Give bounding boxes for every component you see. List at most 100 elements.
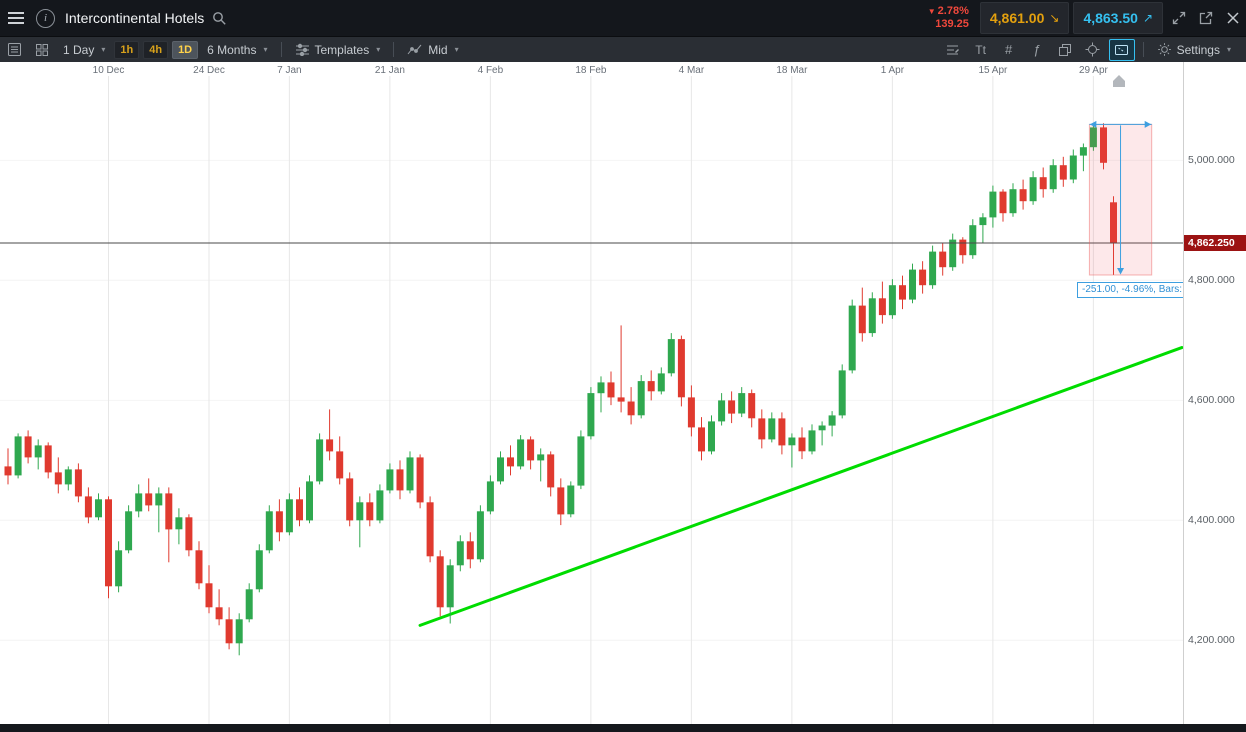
chevron-down-icon: ▾ — [1226, 45, 1231, 54]
text-tool-button[interactable]: Tt — [969, 40, 993, 60]
svg-text:4 Feb: 4 Feb — [478, 65, 504, 76]
candle — [135, 484, 143, 518]
crosshair-button[interactable] — [1081, 40, 1105, 60]
candle — [687, 385, 695, 437]
toolbar-separator — [1142, 42, 1144, 57]
sell-price: 4,861.00 — [989, 10, 1045, 26]
sliders-icon — [295, 43, 309, 56]
price-type-dropdown[interactable]: Mid ▾ — [400, 38, 465, 62]
current-price-tag: 4,862.250 — [1184, 235, 1246, 251]
candle — [547, 451, 555, 497]
top-bar: i Intercontinental Hotels ▼ 2.78% 139.25 … — [0, 0, 1246, 36]
candle — [105, 496, 112, 599]
candle — [426, 496, 434, 563]
candle — [145, 478, 153, 512]
candle — [1059, 156, 1067, 187]
timeframe-1h-button[interactable]: 1h — [114, 40, 140, 59]
candle — [326, 409, 334, 461]
candle — [245, 583, 253, 623]
timeframe-4h-button[interactable]: 4h — [143, 40, 169, 59]
price-axis-label: 4,800.000 — [1188, 274, 1235, 286]
drawing-tools-icon — [947, 45, 960, 54]
popout-button[interactable] — [1192, 0, 1219, 36]
drawing-tools-button[interactable] — [941, 40, 965, 60]
sell-price-button[interactable]: 4,861.00 ↘ — [979, 2, 1070, 34]
candle — [125, 505, 133, 554]
candle — [265, 505, 273, 554]
instrument-title: Intercontinental Hotels — [65, 10, 205, 26]
price-axis-label: 4,200.000 — [1188, 634, 1235, 646]
buy-price-button[interactable]: 4,863.50 ↗ — [1073, 2, 1163, 34]
candle — [436, 550, 444, 617]
measure-tool-button[interactable] — [1108, 38, 1135, 61]
info-icon[interactable]: i — [36, 8, 55, 28]
candle — [748, 389, 756, 428]
candle — [215, 589, 223, 626]
gear-icon — [1157, 43, 1171, 56]
candle — [657, 367, 665, 395]
text-tool-icon: Tt — [975, 42, 986, 57]
candle — [376, 484, 384, 524]
expand-button[interactable] — [1165, 0, 1192, 36]
candle — [486, 475, 494, 515]
compare-button[interactable] — [1053, 40, 1077, 60]
indicators-button[interactable]: ƒ — [1025, 40, 1049, 60]
candle — [667, 333, 675, 377]
close-button[interactable] — [1219, 0, 1246, 36]
line-chart-icon — [407, 44, 422, 55]
timeframe-1d-button[interactable]: 1D — [172, 40, 199, 59]
candle — [235, 613, 243, 656]
candle — [115, 541, 123, 593]
candle — [4, 448, 12, 485]
chart-list-button[interactable] — [2, 40, 26, 60]
chart-area[interactable]: 10 Dec 24 Dec 7 Jan 21 Jan 4 Feb 18 Feb 4 Mar 1… — [0, 62, 1183, 724]
candle — [54, 457, 62, 494]
candle — [989, 185, 997, 228]
popout-icon — [1199, 11, 1212, 25]
candle — [617, 325, 625, 413]
candle — [225, 607, 233, 650]
price-axis-label: 4,400.000 — [1188, 514, 1235, 526]
candle — [768, 412, 776, 443]
candle — [728, 391, 736, 424]
candlestick-chart[interactable]: 10 Dec 24 Dec 7 Jan 21 Jan 4 Feb 18 Feb 4 Mar 1… — [0, 62, 1183, 724]
candle — [1110, 196, 1117, 275]
svg-text:7 Jan: 7 Jan — [277, 65, 301, 76]
candle — [899, 275, 906, 310]
candle — [1019, 179, 1027, 210]
candle — [858, 287, 866, 342]
triangle-down-icon: ▼ — [927, 7, 936, 16]
scroll-to-latest-button[interactable] — [1110, 74, 1130, 89]
search-button[interactable] — [204, 0, 235, 36]
settings-dropdown[interactable]: Settings ▾ — [1150, 38, 1238, 62]
candle — [647, 370, 655, 401]
pattern-tool-button[interactable]: # — [997, 40, 1021, 60]
candle — [275, 499, 283, 542]
chevron-down-icon: ▾ — [376, 45, 381, 54]
interval-dropdown[interactable]: 1 Day ▾ — [56, 38, 112, 62]
candle — [979, 213, 987, 244]
candle — [557, 478, 565, 526]
candle — [34, 439, 42, 470]
candle — [165, 487, 173, 563]
crosshair-icon — [1085, 42, 1100, 57]
candle — [919, 261, 927, 294]
svg-text:24 Dec: 24 Dec — [193, 65, 225, 76]
chart-toolbar: 1 Day ▾ 1h 4h 1D 6 Months ▾ Templates ▾ … — [0, 36, 1246, 62]
candle — [698, 417, 705, 461]
candle — [808, 424, 816, 455]
candle — [758, 409, 766, 449]
candle — [406, 451, 414, 494]
candle — [386, 463, 394, 494]
candle — [517, 435, 525, 470]
menu-button[interactable] — [0, 0, 32, 36]
candle — [1089, 123, 1097, 151]
candle — [1029, 171, 1037, 205]
candle — [497, 451, 504, 485]
candle — [878, 281, 886, 324]
toolbar-separator — [393, 42, 395, 57]
layout-button[interactable] — [30, 40, 54, 60]
range-dropdown[interactable]: 6 Months ▾ — [200, 38, 274, 62]
price-axis[interactable]: 5,000.000 4,800.000 4,600.000 4,400.000 4,20… — [1183, 62, 1246, 724]
templates-dropdown[interactable]: Templates ▾ — [288, 38, 388, 62]
